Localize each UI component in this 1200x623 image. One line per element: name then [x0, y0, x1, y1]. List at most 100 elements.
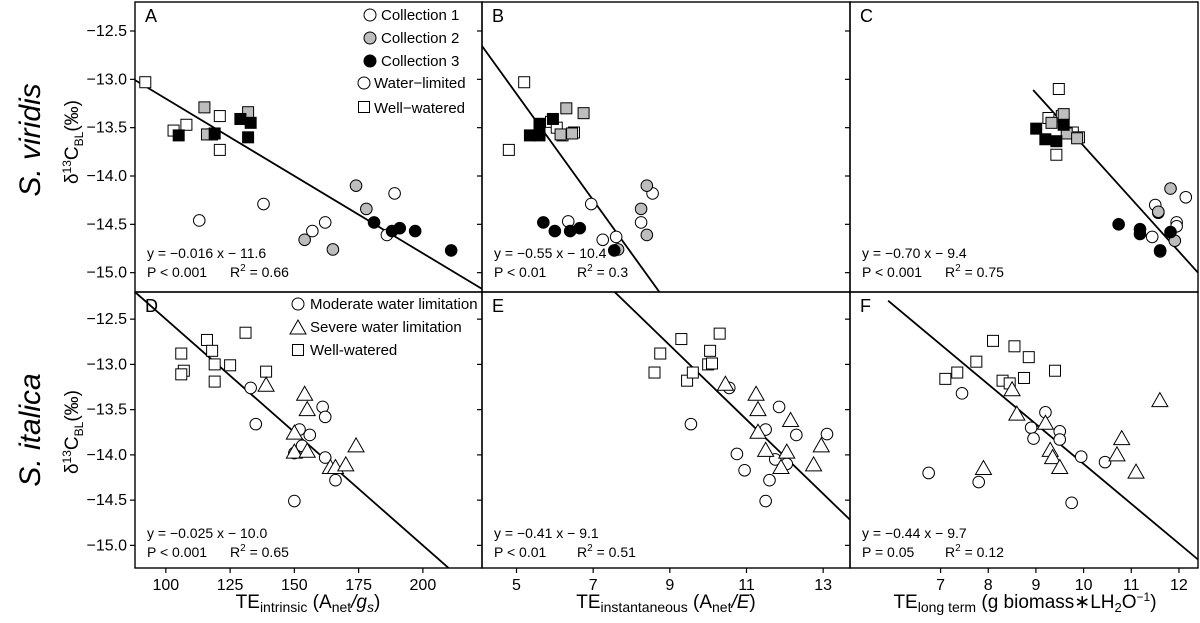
- data-point-square: [208, 375, 221, 388]
- data-point-circle: [972, 475, 986, 489]
- data-point-circle: [408, 224, 422, 238]
- x-tick-label: 13: [814, 577, 832, 594]
- data-point-triangle: [1151, 391, 1169, 408]
- data-point-circle: [444, 244, 458, 257]
- data-point-square: [1039, 133, 1052, 146]
- legend-bottom: Moderate water limitation Severe water li…: [289, 296, 478, 359]
- y-tick-label: −12.5: [87, 23, 128, 40]
- data-point-circle: [303, 428, 317, 442]
- data-point-square: [1050, 148, 1063, 161]
- data-point-circle: [730, 447, 744, 461]
- data-point-square: [213, 110, 226, 123]
- data-point-square: [206, 344, 219, 357]
- x-axis-title-long-term: TElong term (g biomass∗LH2O−1): [893, 590, 1156, 615]
- p-value: P < 0.01: [494, 544, 547, 560]
- data-point-circle: [609, 230, 623, 244]
- legend-label-well-watered-bottom: Well-watered: [310, 342, 397, 359]
- data-point-triangle: [1127, 463, 1145, 479]
- data-point-square: [686, 366, 699, 379]
- panels-group: −12.5 −13.0 −13.5 −14.0 −14.5 −15.0 Ay = −0.01…: [87, 1, 1199, 594]
- data-point-square: [706, 357, 718, 370]
- legend-marker-well-watered: [358, 101, 370, 113]
- data-point-circle: [393, 221, 407, 235]
- data-point-square: [577, 107, 590, 120]
- data-point-square: [224, 359, 237, 372]
- y-tick-label: −14.5: [87, 492, 128, 509]
- legend-marker-well-watered-bottom: [292, 344, 304, 356]
- y-tick-label: −13.5: [87, 120, 128, 137]
- panel-letter: A: [145, 6, 157, 26]
- x-axis-title-intrinsic: TEintrinsic (Anet/gs): [236, 592, 381, 615]
- x-tick-label: 9: [1031, 577, 1040, 594]
- x-tick-label: 12: [1170, 577, 1188, 594]
- panel-d: −12.5 −13.0 −13.5 −14.0 −14.5 −15.0 100 125 150 1…: [87, 291, 483, 594]
- data-point-circle: [820, 427, 834, 441]
- data-point-square: [1057, 118, 1070, 131]
- r-squared-prefix: R: [230, 264, 240, 280]
- regression-equation: y = −0.55 x − 10.4: [494, 245, 607, 261]
- data-point-triangle: [295, 385, 314, 401]
- legend-label-collection: Collection 1: [381, 7, 459, 24]
- data-point-triangle: [1007, 405, 1026, 421]
- legend-label-well-watered: Well−watered: [374, 100, 465, 117]
- r-squared-exp: 2: [240, 263, 246, 274]
- data-point-triangle: [974, 459, 993, 475]
- r-squared: R2 = 0.51: [577, 543, 636, 560]
- data-point-square: [987, 334, 1000, 347]
- data-point-square: [533, 129, 546, 142]
- data-point-circle: [1152, 205, 1165, 219]
- data-point-triangle: [1108, 445, 1126, 462]
- data-point-square: [208, 127, 221, 140]
- y-tick-label: −14.5: [87, 216, 128, 233]
- panel-e: 5 7 9 11 13 Ey = −0.41 x − 9.1 P < 0.01 R2 = 0.…: [477, 291, 851, 594]
- y-tick-label: −15.0: [87, 265, 128, 282]
- data-point-circle: [288, 494, 301, 508]
- r-squared: R2 = 0.12: [945, 543, 1004, 560]
- legend-marker-water-limited: [357, 76, 371, 90]
- data-point-circle: [955, 387, 969, 400]
- data-point-circle: [759, 494, 772, 508]
- r-squared-value: = 0.12: [961, 544, 1004, 560]
- data-point-circle: [790, 428, 803, 442]
- data-point-triangle: [1003, 380, 1021, 397]
- y-axis-title-bottom: δ13CBL(‰): [60, 390, 86, 474]
- panel-b: By = −0.55 x − 10.4 P < 0.01 R2 = 0.3: [477, 1, 851, 293]
- data-point-square: [939, 372, 952, 385]
- data-point-square: [1057, 108, 1070, 121]
- data-point-square: [180, 118, 193, 131]
- data-point-triangle: [749, 400, 767, 417]
- panel-a: −12.5 −13.0 −13.5 −14.0 −14.5 −15.0 Ay = −0.01…: [87, 1, 483, 293]
- points-group: [922, 334, 1169, 510]
- data-point-triangle: [336, 455, 355, 472]
- data-point-circle: [349, 179, 363, 192]
- r-squared-exp: 2: [240, 543, 246, 554]
- data-point-circle: [318, 410, 332, 424]
- r-squared-exp: 2: [955, 263, 961, 274]
- data-point-circle: [318, 216, 332, 229]
- data-point-circle: [329, 473, 342, 487]
- data-point-square: [234, 112, 247, 125]
- r-squared-value: = 0.66: [246, 264, 289, 280]
- legend-marker-collection: [363, 54, 377, 68]
- data-point-circle: [1179, 190, 1193, 204]
- panel-c: Cy = −0.70 x − 9.4 P < 0.001 R2 = 0.75: [845, 1, 1199, 293]
- data-point-circle: [738, 463, 751, 477]
- y-tick-label: −13.5: [87, 402, 128, 419]
- legend-marker-collection: [363, 31, 377, 45]
- x-tick-label: 150: [281, 577, 308, 594]
- data-point-square: [713, 327, 726, 340]
- data-point-triangle: [716, 375, 735, 391]
- data-point-square: [1008, 340, 1021, 353]
- data-point-circle: [634, 202, 648, 216]
- legend-marker-severe: [289, 318, 307, 335]
- data-point-triangle: [298, 400, 317, 417]
- data-point-circle: [1053, 433, 1067, 446]
- data-point-circle: [298, 233, 311, 247]
- data-point-triangle: [1112, 429, 1131, 446]
- data-point-square: [242, 131, 255, 144]
- regression-line: [135, 79, 482, 290]
- r-squared-value: = 0.65: [246, 544, 289, 560]
- r-squared-value: = 0.51: [593, 544, 636, 560]
- r-squared-prefix: R: [577, 544, 587, 560]
- data-point-circle: [1112, 218, 1125, 231]
